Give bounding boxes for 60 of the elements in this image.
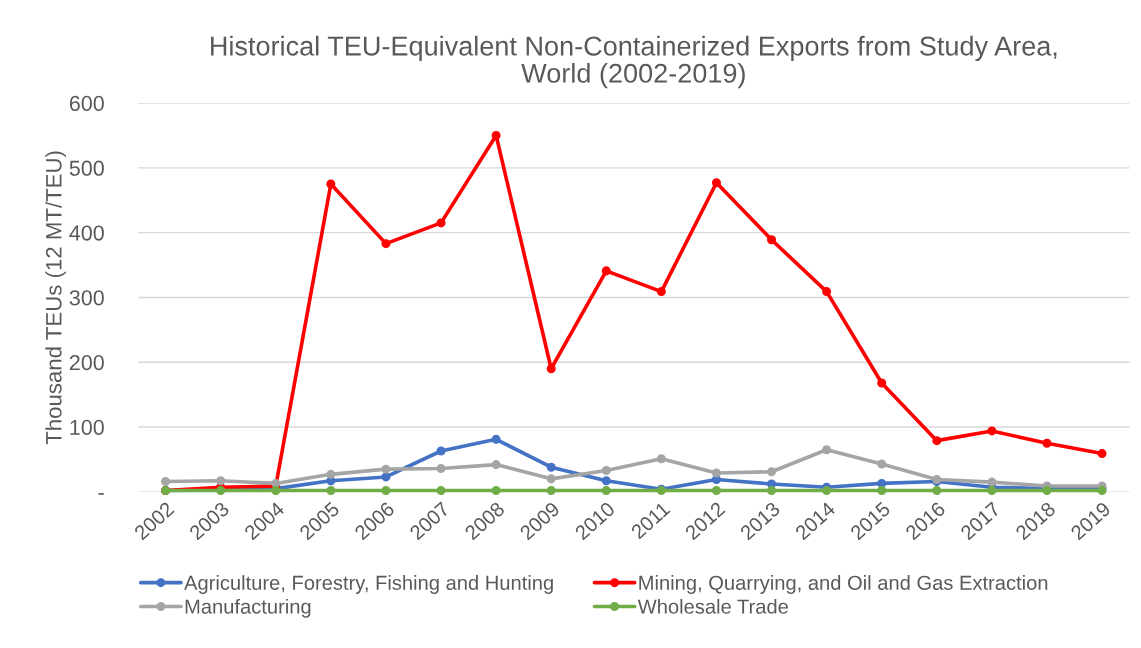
legend-label: Manufacturing [185, 598, 311, 618]
point [381, 472, 391, 482]
point [326, 179, 336, 189]
chart-title: Historical TEU-Equivalent Non-Containerized Exports from Study Area, World (2002-2019) [211, 35, 1057, 89]
point [326, 469, 336, 479]
y-tick-label: 400 [69, 225, 104, 241]
point [381, 464, 391, 474]
y-axis-title: Thousand TEUs (12 MT/TEU) [45, 151, 67, 445]
point [436, 486, 446, 496]
point [491, 434, 501, 444]
point [436, 218, 446, 228]
point [711, 178, 721, 188]
point [877, 486, 887, 496]
point [491, 460, 501, 470]
point [546, 462, 556, 472]
y-tick-label: 100 [70, 419, 104, 436]
y-tick-label: 600 [69, 95, 104, 112]
point [326, 486, 336, 496]
point [656, 454, 666, 464]
y-tick-label: 500 [69, 160, 104, 176]
point [877, 378, 887, 388]
point [601, 486, 611, 496]
legend-label: Mining, Quarrying, and Oil and Gas Extraction [639, 575, 1048, 594]
point [546, 474, 556, 484]
point [987, 486, 997, 496]
point [877, 459, 887, 469]
point [436, 463, 446, 474]
point [932, 486, 942, 496]
point [546, 486, 556, 496]
point [767, 467, 777, 477]
point [381, 239, 391, 249]
point [436, 446, 446, 456]
point [601, 266, 611, 276]
point [1097, 449, 1107, 459]
point [601, 465, 611, 475]
point [491, 486, 501, 496]
y-tick-label: 200 [69, 355, 104, 371]
point [381, 486, 391, 496]
point [491, 130, 501, 140]
y-tick-label: - [98, 493, 104, 495]
y-tick-label: 300 [69, 290, 104, 306]
point [711, 486, 721, 496]
point [767, 486, 777, 496]
point [822, 445, 832, 455]
point [822, 486, 832, 496]
point [546, 364, 556, 374]
point [987, 426, 997, 436]
point [767, 235, 777, 245]
point [216, 476, 226, 486]
point [987, 477, 997, 487]
legend-label: Wholesale Trade [637, 598, 788, 614]
point [877, 478, 887, 488]
point [1042, 438, 1052, 448]
point [932, 436, 942, 446]
point [656, 287, 666, 297]
point [711, 468, 721, 478]
point [601, 476, 611, 486]
point [161, 476, 171, 486]
point [822, 287, 832, 297]
legend-label: Agriculture, Forestry, Fishing and Hunting [184, 575, 553, 594]
